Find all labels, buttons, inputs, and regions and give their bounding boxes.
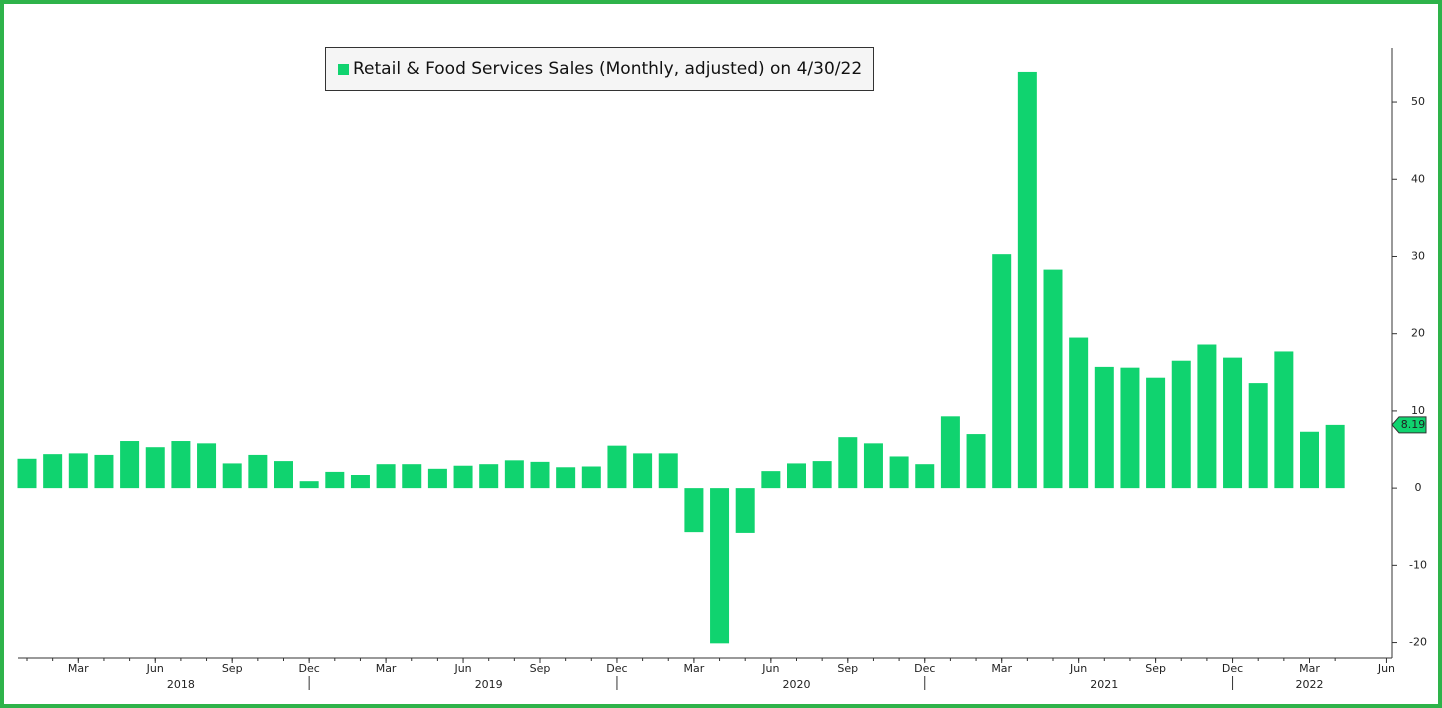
x-tick-label: Jun (453, 662, 471, 675)
bar (1248, 383, 1268, 489)
x-tick-label: Dec (1222, 662, 1243, 675)
bar (1017, 71, 1037, 489)
bar (402, 464, 422, 489)
bar (556, 467, 576, 489)
bar (1094, 366, 1114, 489)
x-tick-label: Jun (761, 662, 779, 675)
x-tick-label: Sep (222, 662, 243, 675)
year-label: 2019 (475, 678, 503, 691)
bar (1274, 351, 1294, 489)
x-tick-label: Dec (606, 662, 627, 675)
legend-label: Retail & Food Services Sales (Monthly, a… (353, 59, 863, 79)
bar (145, 447, 165, 489)
bar (1300, 431, 1319, 489)
bar (427, 468, 447, 489)
bar (940, 416, 960, 489)
bar (350, 475, 370, 489)
bar (863, 443, 883, 489)
bar (171, 441, 191, 489)
x-tick-label: Jun (1377, 662, 1395, 675)
bar (376, 464, 396, 489)
bar (735, 488, 755, 533)
bar (1069, 337, 1089, 489)
bar (299, 481, 319, 489)
x-tick-label: Mar (1299, 662, 1320, 675)
bar (607, 445, 627, 489)
bar (761, 471, 781, 489)
year-label: 2018 (167, 678, 195, 691)
y-tick-label: 10 (1411, 404, 1425, 417)
y-tick-label: 30 (1411, 249, 1425, 262)
bar (120, 441, 140, 489)
bar (274, 461, 293, 489)
x-tick-label: Mar (376, 662, 397, 675)
bar (684, 488, 704, 533)
x-tick-label: Mar (991, 662, 1012, 675)
bar (197, 443, 217, 489)
bar (581, 466, 601, 489)
bar (710, 488, 730, 644)
y-tick-label: -10 (1409, 558, 1427, 571)
bar (966, 434, 986, 489)
x-tick-label: Dec (914, 662, 935, 675)
chart: -20 -10 0 10 20 30 40 50 Mar Jun Sep Dec Mar Jun Sep De… (17, 48, 1427, 691)
bar (530, 461, 550, 489)
bar (838, 437, 858, 489)
bar (1171, 360, 1191, 489)
bar (787, 463, 806, 489)
bar (915, 464, 935, 489)
y-tick-label: 50 (1411, 95, 1425, 108)
bar (1043, 269, 1063, 489)
legend-swatch (338, 63, 349, 75)
bar (1146, 377, 1166, 489)
bar (889, 456, 909, 489)
bar (479, 464, 499, 489)
bar (1325, 424, 1345, 489)
bar (453, 465, 473, 489)
bar (325, 471, 345, 489)
year-label: 2021 (1090, 678, 1118, 691)
last-value-label: 8.19 (1401, 418, 1426, 431)
y-tick-label: 0 (1415, 481, 1422, 494)
bar (248, 454, 268, 489)
bar (812, 461, 832, 489)
bar (504, 460, 524, 489)
x-tick-label: Sep (1145, 662, 1166, 675)
x-tick-label: Mar (684, 662, 705, 675)
bar (633, 453, 653, 489)
year-label: 2020 (783, 678, 811, 691)
legend: Retail & Food Services Sales (Monthly, a… (325, 47, 875, 91)
bar (43, 454, 63, 489)
x-tick-label: Dec (299, 662, 320, 675)
y-tick-label: 20 (1411, 327, 1425, 340)
bar (1223, 357, 1243, 489)
x-tick-label: Jun (146, 662, 164, 675)
bar (992, 254, 1012, 489)
last-value-tag (1391, 416, 1427, 434)
bar (94, 454, 114, 489)
bar (222, 463, 242, 489)
bar (68, 453, 88, 489)
bar (17, 458, 37, 489)
y-tick-label: 40 (1411, 172, 1425, 185)
x-tick-label: Sep (837, 662, 858, 675)
x-tick-label: Mar (68, 662, 89, 675)
year-label: 2022 (1296, 678, 1324, 691)
x-tick-label: Jun (1069, 662, 1087, 675)
bar (1197, 344, 1217, 489)
bar (1120, 367, 1140, 489)
y-tick-label: -20 (1409, 636, 1427, 649)
x-tick-label: Sep (530, 662, 551, 675)
bar (658, 453, 678, 489)
